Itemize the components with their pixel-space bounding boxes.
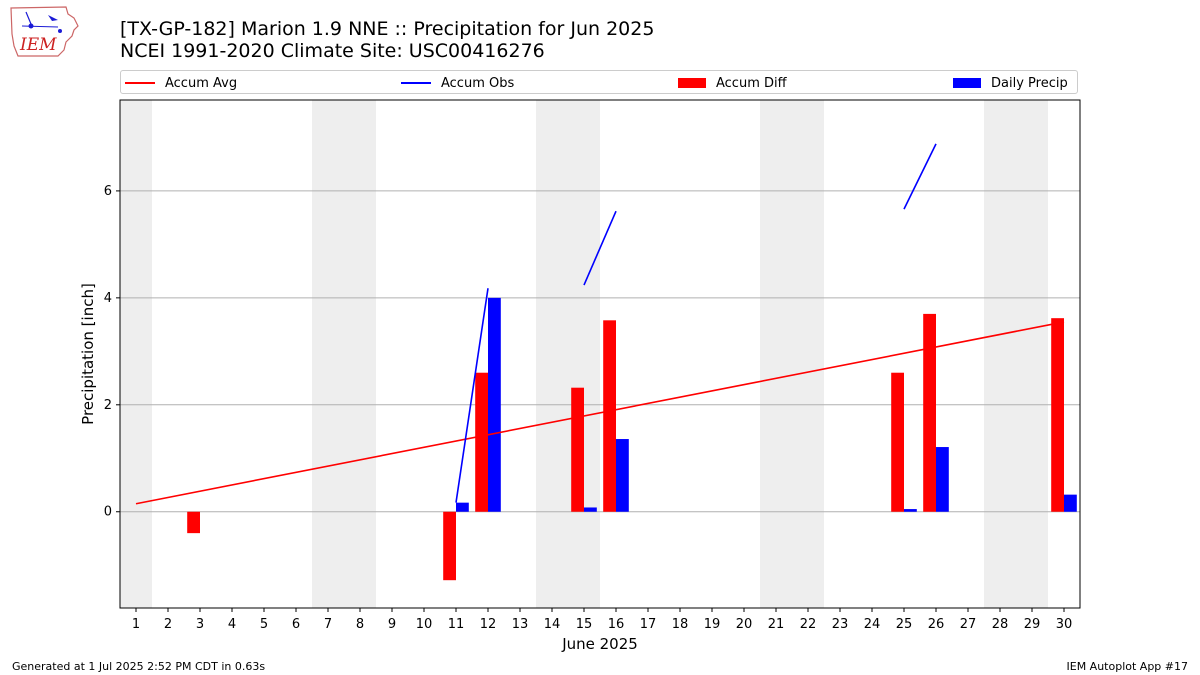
accum-diff-bar bbox=[187, 511, 200, 534]
y-tick-label: 6 bbox=[104, 184, 112, 199]
accum-diff-bar bbox=[1051, 318, 1064, 512]
x-tick-label: 7 bbox=[324, 617, 332, 632]
x-tick-label: 22 bbox=[800, 617, 817, 632]
x-tick-label: 3 bbox=[196, 617, 204, 632]
legend-label: Accum Diff bbox=[716, 75, 787, 91]
x-tick-label: 26 bbox=[928, 617, 945, 632]
weekend-band bbox=[1016, 100, 1048, 608]
x-tick-label: 9 bbox=[388, 617, 396, 632]
x-tick-label: 16 bbox=[608, 617, 625, 632]
x-tick-label: 24 bbox=[864, 617, 881, 632]
accum-obs-line bbox=[903, 143, 937, 210]
daily-precip-bar bbox=[616, 439, 629, 512]
x-axis-label: June 2025 bbox=[561, 635, 638, 653]
legend-swatch bbox=[401, 82, 431, 84]
x-tick-label: 23 bbox=[832, 617, 849, 632]
legend-swatch bbox=[953, 78, 981, 88]
legend-item-accum-obs: Accum Obs bbox=[401, 71, 514, 95]
weekend-band bbox=[536, 100, 568, 608]
y-tick-label: 4 bbox=[104, 291, 112, 306]
weekend-band bbox=[792, 100, 824, 608]
y-axis-label: Precipitation [inch] bbox=[79, 283, 97, 425]
accum-diff-bar bbox=[475, 372, 488, 512]
daily-precip-bar bbox=[584, 507, 597, 512]
weekend-band bbox=[760, 100, 792, 608]
x-tick-label: 29 bbox=[1024, 617, 1041, 632]
x-tick-label: 4 bbox=[228, 617, 236, 632]
plot-frame bbox=[119, 99, 1081, 609]
legend-label: Accum Avg bbox=[165, 75, 238, 91]
daily-precip-bar bbox=[456, 502, 469, 512]
accum-diff-bar bbox=[443, 511, 456, 581]
daily-precip-bar bbox=[1064, 494, 1077, 512]
accum-avg-line bbox=[135, 321, 1065, 505]
x-tick-label: 20 bbox=[736, 617, 753, 632]
x-tick-label: 19 bbox=[704, 617, 721, 632]
chart-legend: Accum Avg Accum Obs Accum Diff Daily Pre… bbox=[120, 70, 1078, 94]
accum-diff-bar bbox=[571, 387, 584, 512]
weekend-band bbox=[568, 100, 600, 608]
legend-item-accum-diff: Accum Diff bbox=[678, 71, 787, 95]
y-tick-label: 2 bbox=[104, 398, 112, 413]
x-tick-label: 11 bbox=[448, 617, 465, 632]
x-tick-label: 18 bbox=[672, 617, 689, 632]
legend-label: Accum Obs bbox=[441, 75, 515, 91]
x-tick-label: 10 bbox=[416, 617, 433, 632]
x-tick-label: 8 bbox=[356, 617, 364, 632]
x-tick-label: 12 bbox=[480, 617, 497, 632]
x-tick-label: 28 bbox=[992, 617, 1009, 632]
accum-obs-line bbox=[583, 210, 617, 286]
accum-diff-bar bbox=[603, 320, 616, 512]
legend-label: Daily Precip bbox=[991, 75, 1068, 91]
accum-diff-bar bbox=[891, 372, 904, 512]
legend-item-daily-precip: Daily Precip bbox=[953, 71, 1068, 95]
x-tick-label: 1 bbox=[132, 617, 140, 632]
x-tick-label: 5 bbox=[260, 617, 268, 632]
daily-precip-bar bbox=[904, 509, 917, 512]
accum-obs-line bbox=[455, 288, 489, 503]
chart-title: [TX-GP-182] Marion 1.9 NNE :: Precipitat… bbox=[120, 18, 655, 40]
weekend-band bbox=[120, 100, 152, 608]
accum-diff-bar bbox=[923, 313, 936, 512]
daily-precip-bar bbox=[488, 297, 501, 512]
x-tick-label: 14 bbox=[544, 617, 561, 632]
legend-swatch bbox=[125, 82, 155, 84]
x-tick-label: 2 bbox=[164, 617, 172, 632]
logo-text: IEM bbox=[19, 35, 57, 55]
x-tick-label: 21 bbox=[768, 617, 785, 632]
iem-logo: IEM bbox=[8, 6, 80, 60]
legend-item-accum-avg: Accum Avg bbox=[125, 71, 237, 95]
weekend-band bbox=[312, 100, 344, 608]
x-tick-label: 15 bbox=[576, 617, 593, 632]
x-tick-label: 30 bbox=[1056, 617, 1073, 632]
x-tick-label: 27 bbox=[960, 617, 977, 632]
x-tick-label: 13 bbox=[512, 617, 529, 632]
chart-subtitle: NCEI 1991-2020 Climate Site: USC00416276 bbox=[120, 40, 545, 62]
app-label: IEM Autoplot App #17 bbox=[1066, 660, 1189, 673]
legend-swatch bbox=[678, 78, 706, 88]
iem-logo-icon: IEM bbox=[10, 6, 79, 57]
weekend-band bbox=[344, 100, 376, 608]
weekend-band bbox=[984, 100, 1016, 608]
daily-precip-bar bbox=[936, 447, 949, 512]
generated-timestamp: Generated at 1 Jul 2025 2:52 PM CDT in 0… bbox=[12, 660, 266, 673]
x-tick-label: 17 bbox=[640, 617, 657, 632]
x-tick-label: 25 bbox=[896, 617, 913, 632]
y-tick-label: 0 bbox=[104, 505, 112, 520]
x-tick-label: 6 bbox=[292, 617, 300, 632]
